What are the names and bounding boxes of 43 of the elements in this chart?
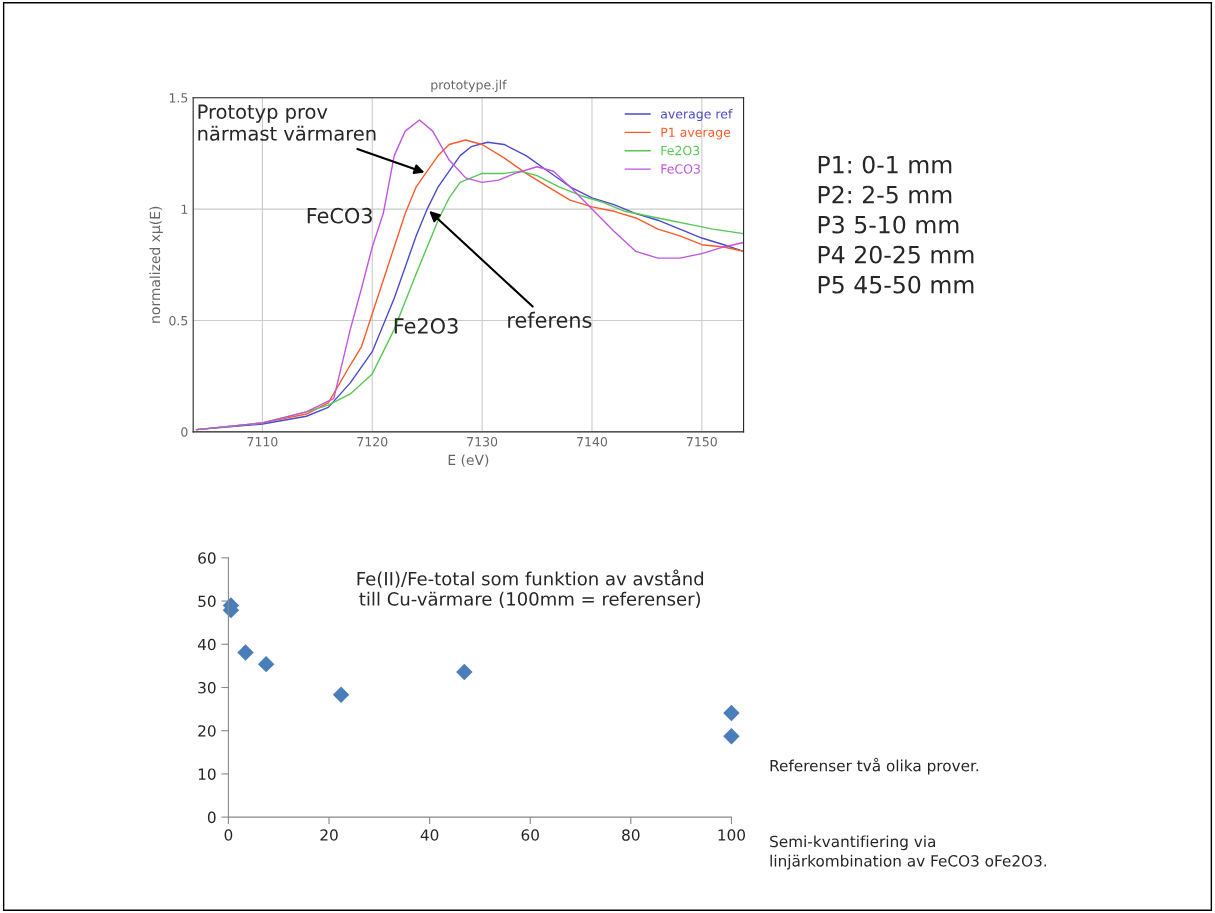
x-tick-label: 0 — [224, 829, 233, 841]
x-tick-label: 60 — [521, 829, 539, 841]
point — [332, 686, 350, 704]
x-tick-label: 7120 — [357, 436, 388, 447]
y-tick-label: 50 — [198, 595, 216, 608]
point — [456, 663, 473, 681]
text: Fe(II)/Fe-total som funktion av avstånd till Cu-värmare (100mm = referenser) — [357, 569, 704, 608]
x-tick-label: 7130 — [467, 436, 498, 447]
x-tick-label: 100 — [718, 829, 745, 841]
point — [237, 644, 254, 661]
y-tick-label: 40 — [197, 638, 216, 651]
annotation: Fe2O3 — [394, 318, 458, 334]
x-tick-label: 20 — [320, 829, 338, 841]
x-tick-label: 7110 — [247, 436, 278, 447]
text: P1: 0-1 mm P2: 2-5 mm P3 5-10 mm P4 20-25 mm P5 45-50 mm — [818, 155, 974, 294]
y-tick-label: 30 — [198, 681, 216, 694]
legend-label: Fe2O3 — [661, 145, 700, 156]
chart-title: prototype.jlf — [431, 79, 507, 92]
point — [257, 655, 275, 673]
legend-label: average ref — [660, 108, 733, 122]
y-tick-label: 20 — [198, 725, 216, 737]
legend-label: FeCO3 — [661, 164, 700, 174]
y-tick-label: 1.5 — [169, 93, 188, 103]
x-tick-label: 7150 — [686, 436, 717, 447]
annotation: FeCO3 — [307, 207, 372, 224]
x-axis-title: E (eV) — [448, 454, 489, 467]
y-tick-label: 1 — [181, 204, 188, 214]
x-tick-label: 7140 — [577, 436, 608, 447]
y-tick-label: 10 — [198, 768, 216, 780]
legend-label: P1 average — [661, 127, 731, 140]
y-tick-label: 0.5 — [169, 315, 188, 326]
y-tick-label: 60 — [198, 552, 216, 564]
point — [723, 728, 740, 745]
annotation: Prototyp prov närmast värmaren — [198, 104, 376, 141]
y-tick-label: 0 — [207, 811, 216, 824]
x-tick-label: 40 — [420, 829, 439, 841]
annotation: referens — [508, 311, 592, 328]
text: Semi-kvantifiering via linjärkombination av FeCO3 oFe2O3. — [770, 835, 1047, 870]
y-axis-title: normalized xμ(E) — [149, 206, 163, 323]
y-tick-label: 0 — [181, 427, 188, 437]
point — [723, 704, 740, 722]
text: Referenser två olika prover. — [770, 757, 979, 775]
x-tick-label: 80 — [622, 829, 640, 841]
